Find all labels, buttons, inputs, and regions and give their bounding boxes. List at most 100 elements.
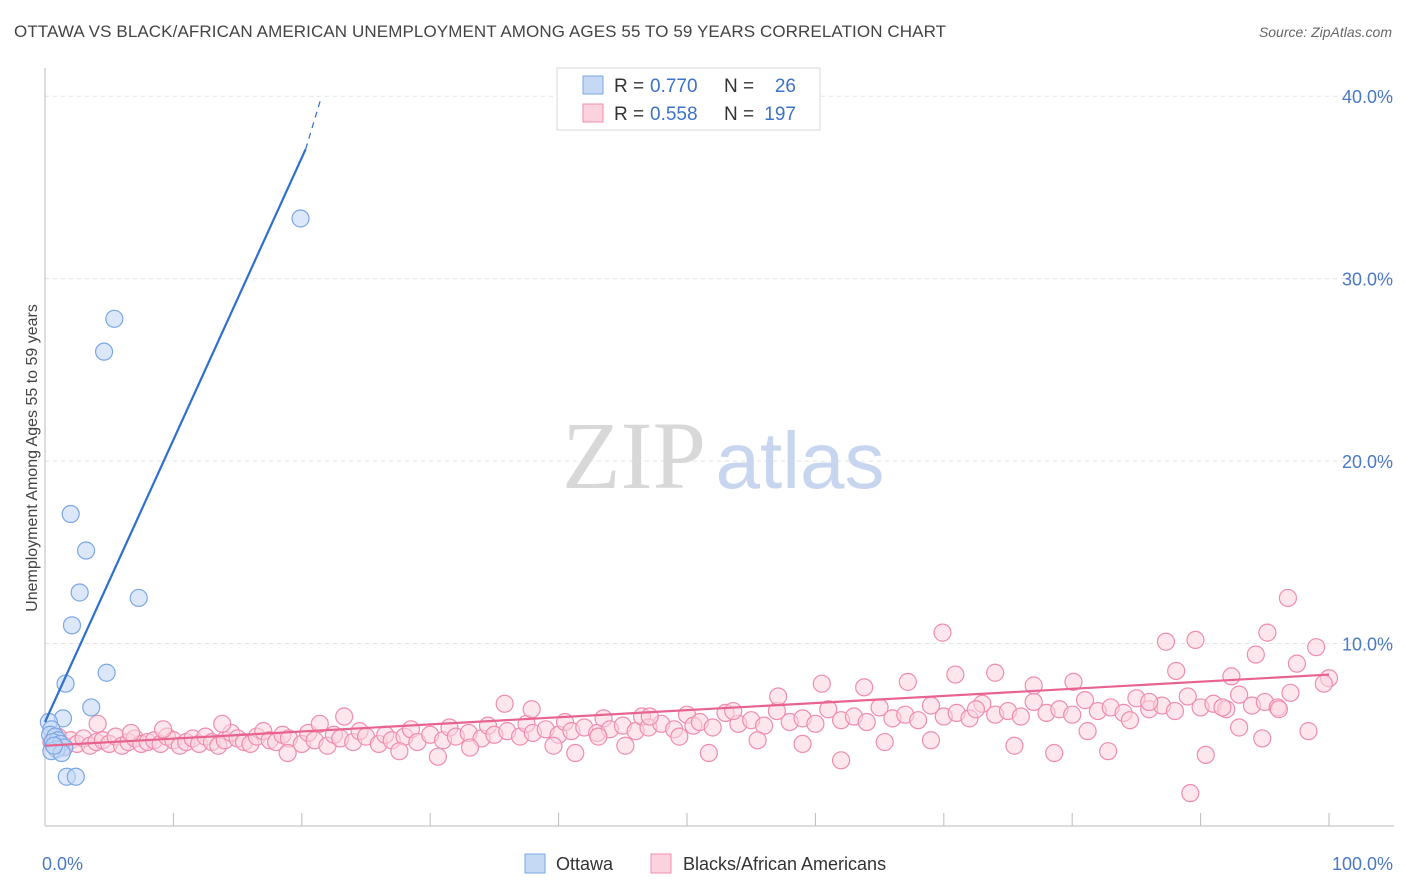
point-blacks-132 <box>278 743 297 763</box>
point-ottawa-5 <box>70 583 89 602</box>
point-ottawa-2 <box>94 342 114 361</box>
point-ottawa-25 <box>66 767 85 786</box>
axes <box>44 68 1394 827</box>
point-blacks-119 <box>1178 687 1197 706</box>
point-blacks-138 <box>495 694 514 713</box>
point-blacks-163 <box>1045 743 1064 763</box>
x-tick-labels: 0.0% 100.0% <box>42 854 1393 874</box>
point-blacks-137 <box>460 738 480 757</box>
point-blacks-131 <box>213 714 232 733</box>
point-blacks-181 <box>1181 784 1200 803</box>
point-blacks-134 <box>335 707 354 726</box>
point-blacks-164 <box>1064 672 1083 691</box>
legend-bottom-label-blacks: Blacks/African Americans <box>683 854 886 874</box>
legend-r-label-ottawa: R = <box>614 76 644 97</box>
point-blacks-168 <box>1140 692 1159 712</box>
watermark: ZIP atlas <box>562 402 884 509</box>
legend-swatch-ottawa <box>582 75 604 95</box>
trend-lines <box>43 97 1330 747</box>
point-blacks-186 <box>1314 674 1333 693</box>
point-blacks-161 <box>1005 736 1024 755</box>
point-blacks-184 <box>1269 700 1289 719</box>
point-blacks-147 <box>724 701 743 721</box>
legend-r-value-ottawa: 0.770 <box>650 76 698 97</box>
point-blacks-154 <box>875 732 894 752</box>
point-blacks-144 <box>640 707 659 726</box>
point-blacks-110 <box>1063 705 1082 724</box>
x-tick-label-start: 0.0% <box>42 854 83 874</box>
legend-bottom-label-ottawa: Ottawa <box>556 854 614 874</box>
legend-n-value-ottawa: 26 <box>775 76 796 97</box>
point-blacks-170 <box>1167 661 1186 681</box>
point-blacks-158 <box>946 665 965 684</box>
legend-r-value-blacks: 0.558 <box>650 104 698 125</box>
trend-line-ottawa <box>43 148 307 723</box>
source-label: Source: ZipAtlas.com <box>1258 24 1392 40</box>
point-blacks-148 <box>748 731 767 750</box>
point-blacks-157 <box>933 623 952 642</box>
chart-title: OTTAWA VS BLACK/AFRICAN AMERICAN UNEMPLO… <box>14 22 947 41</box>
point-blacks-141 <box>566 743 585 763</box>
y-tick-labels: 10.0% 20.0% 30.0% 40.0% <box>1342 87 1393 654</box>
point-ottawa-0 <box>291 209 310 228</box>
point-blacks-146 <box>699 743 718 763</box>
legend-r-label-blacks: R = <box>614 104 644 125</box>
point-blacks-179 <box>1307 638 1326 657</box>
point-blacks-133 <box>310 714 329 733</box>
point-blacks-183 <box>1253 729 1272 748</box>
point-ottawa-4 <box>76 541 96 560</box>
point-blacks-166 <box>1099 742 1118 761</box>
point-blacks-174 <box>1230 718 1249 737</box>
point-blacks-175 <box>1246 645 1265 664</box>
watermark-zip: ZIP <box>562 402 706 509</box>
point-ottawa-6 <box>129 588 148 608</box>
point-blacks-111 <box>1075 691 1095 710</box>
point-ottawa-3 <box>61 504 80 524</box>
point-blacks-145 <box>670 727 689 746</box>
point-blacks-98 <box>909 711 928 730</box>
y-tick-label-30: 30.0% <box>1342 270 1393 290</box>
point-ottawa-10 <box>82 698 101 717</box>
point-blacks-178 <box>1287 654 1307 673</box>
point-blacks-142 <box>589 727 608 746</box>
legend-bottom-swatch-blacks <box>650 853 672 874</box>
point-blacks-176 <box>1258 623 1277 642</box>
point-blacks-172 <box>1196 745 1215 764</box>
point-blacks-155 <box>898 672 917 691</box>
y-tick-label-10: 10.0% <box>1342 635 1393 655</box>
point-blacks-128 <box>88 714 107 733</box>
legend-n-value-blacks: 197 <box>764 104 796 125</box>
point-ottawa-1 <box>105 309 124 328</box>
point-blacks-173 <box>1213 698 1232 717</box>
point-blacks-152 <box>831 751 851 770</box>
point-blacks-135 <box>390 742 409 761</box>
point-blacks-82 <box>703 718 722 737</box>
legend-series: Ottawa Blacks/African Americans <box>524 853 886 874</box>
point-ottawa-7 <box>62 616 82 635</box>
point-blacks-182 <box>1222 667 1241 686</box>
point-blacks-177 <box>1278 588 1298 608</box>
trend-line-ottawa-extension <box>305 97 322 150</box>
point-blacks-160 <box>986 663 1005 682</box>
point-blacks-159 <box>966 700 986 719</box>
legend-n-label-ottawa: N = <box>724 76 754 97</box>
legend-stats: R = 0.770 N = 26 R = 0.558 N = 197 <box>556 67 821 131</box>
point-blacks-136 <box>428 747 448 766</box>
point-blacks-123 <box>1230 685 1249 704</box>
point-blacks-140 <box>544 736 563 755</box>
point-blacks-150 <box>793 734 812 754</box>
point-blacks-165 <box>1078 722 1097 741</box>
point-blacks-171 <box>1186 630 1205 650</box>
y-axis-label: Unemployment Among Ages 55 to 59 years <box>24 304 41 612</box>
point-blacks-118 <box>1165 701 1185 721</box>
point-blacks-129 <box>121 723 141 743</box>
series-blacks-points <box>42 588 1339 803</box>
point-blacks-106 <box>1011 707 1030 726</box>
y-tick-label-20: 20.0% <box>1342 452 1393 472</box>
watermark-atlas: atlas <box>716 416 885 505</box>
grid-lines <box>45 95 1394 645</box>
trend-line-blacks <box>44 673 1330 747</box>
point-blacks-156 <box>921 731 941 750</box>
y-tick-label-40: 40.0% <box>1342 87 1393 107</box>
